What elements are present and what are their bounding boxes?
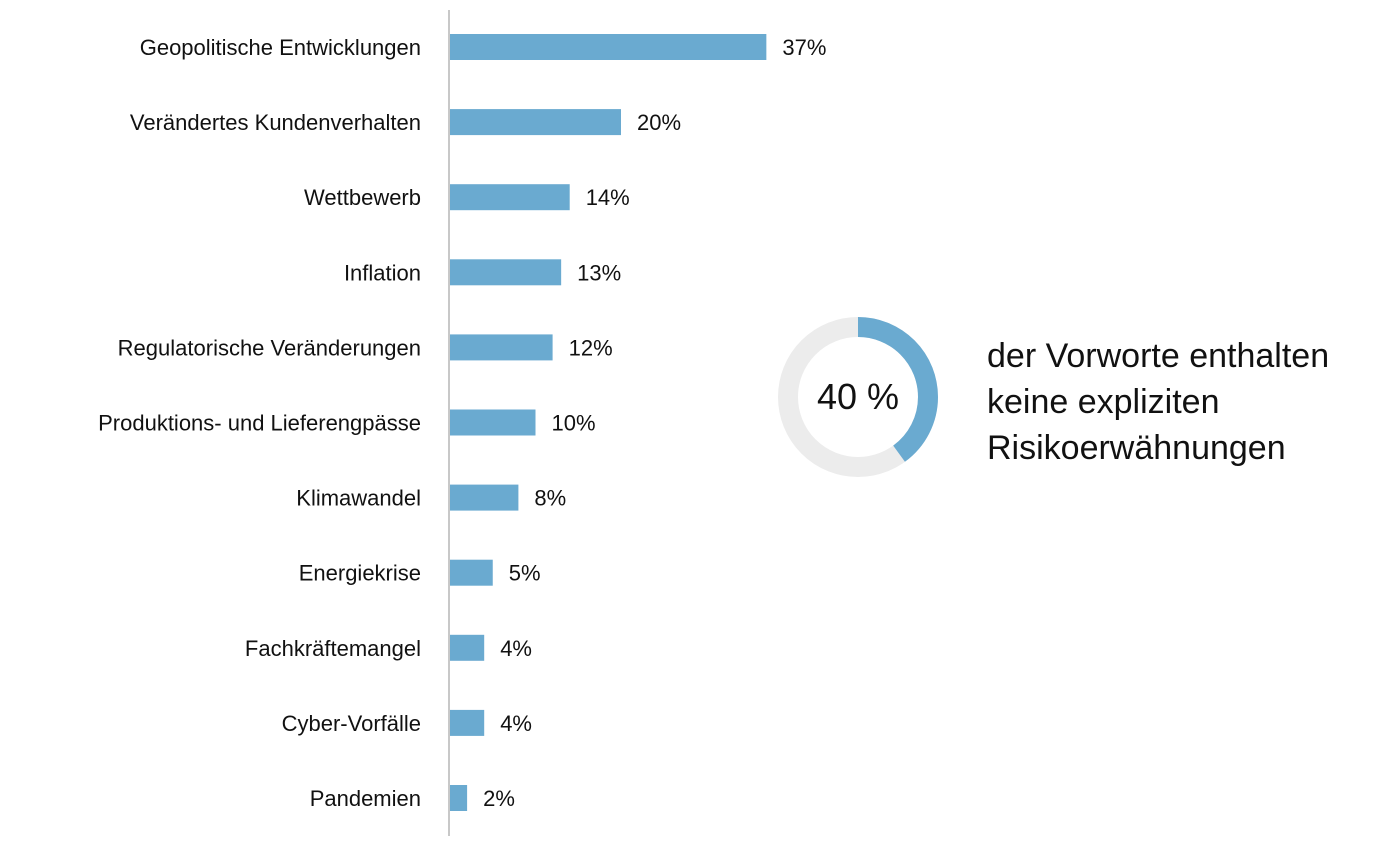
category-label: Energiekrise [299,561,421,586]
bar [450,184,570,211]
category-label: Geopolitische Entwicklungen [140,35,421,60]
bar [450,785,468,811]
caption-line: Risikoerwähnungen [987,429,1286,467]
category-label: Fachkräftemangel [245,636,421,661]
category-label: Klimawandel [296,486,421,511]
category-label: Regulatorische Veränderungen [118,335,421,360]
caption-line: der Vorworte enthalten [987,337,1330,375]
bar [450,484,519,511]
value-label: 4% [500,711,532,736]
bar [450,634,485,661]
donut-value-label: 40 % [816,376,900,417]
value-label: 4% [500,636,532,661]
value-label: 13% [577,260,621,285]
bar [450,709,485,736]
value-label: 2% [483,786,515,811]
bar [450,559,493,586]
value-label: 14% [586,185,630,210]
value-label: 37% [782,35,826,60]
donut-fill-arc [778,317,938,477]
category-label: Inflation [344,260,421,285]
bar [450,259,562,286]
value-label: 10% [552,411,596,436]
bar [450,34,767,60]
value-label: 8% [534,486,566,511]
donut-caption: der Vorworte enthalten keine expliziten … [987,333,1329,471]
caption-line: keine expliziten [987,383,1220,421]
value-label: 20% [637,110,681,135]
category-label: Cyber-Vorfälle [282,711,421,736]
value-label: 5% [509,561,541,586]
bar [450,334,553,361]
bar [450,109,621,136]
category-label: Pandemien [310,786,421,811]
donut-chart [778,317,938,477]
value-label: 12% [569,335,613,360]
bar [450,409,536,436]
category-label: Wettbewerb [304,185,421,210]
category-label: Produktions- und Lieferengpässe [98,411,421,436]
category-label: Verändertes Kundenverhalten [130,110,421,135]
